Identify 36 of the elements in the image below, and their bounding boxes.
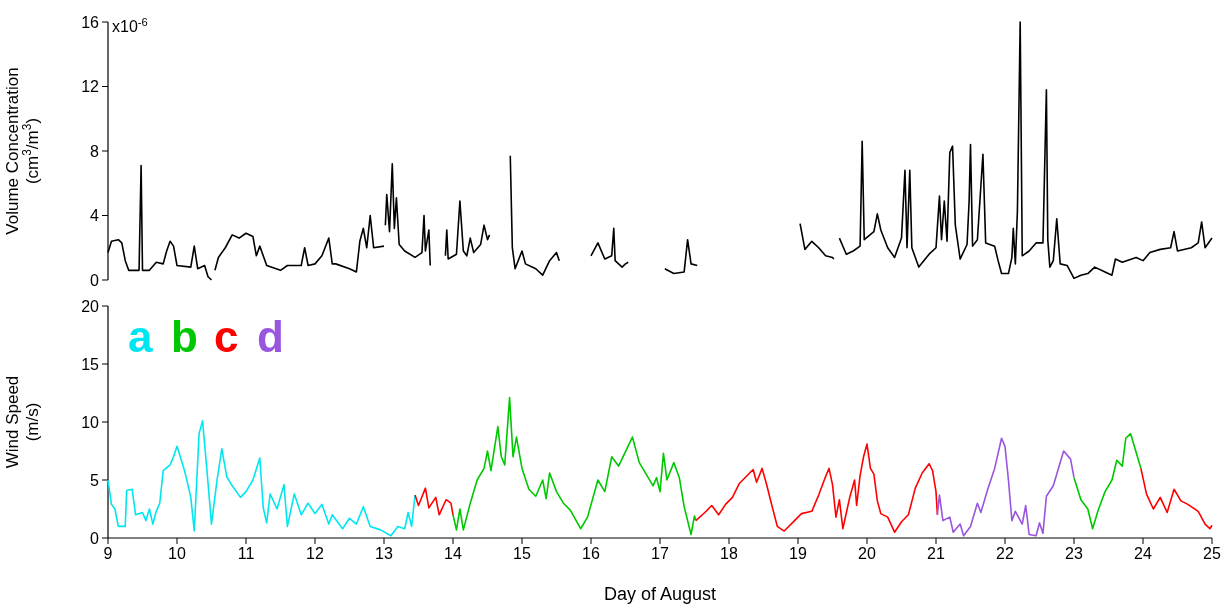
- x-tick-label: 25: [1203, 545, 1221, 562]
- x-tick-label: 23: [1065, 545, 1083, 562]
- x-tick-label: 24: [1134, 545, 1152, 562]
- x-tick-label: 21: [927, 545, 945, 562]
- line-series: [936, 437, 1075, 537]
- x-tick-label: 14: [444, 545, 462, 562]
- x-tick-label: 22: [996, 545, 1014, 562]
- x-tick-label: 19: [789, 545, 807, 562]
- x-tick-label: 9: [103, 545, 113, 562]
- y-tick-label: 16: [81, 13, 100, 31]
- y-tick-label: 4: [90, 207, 100, 225]
- series-label: a: [128, 312, 153, 361]
- y-tick-label: 0: [90, 271, 100, 289]
- x-tick-label: 12: [306, 545, 324, 562]
- y-tick-label: 10: [81, 413, 100, 431]
- x-tick-label: 15: [513, 545, 531, 562]
- x-tick-label: 20: [858, 545, 876, 562]
- y-axis-title: Wind Speed (m/s): [3, 375, 42, 469]
- text: b: [171, 312, 198, 361]
- y-tick-label: 8: [90, 142, 100, 160]
- x-axis-title: Day of August: [603, 584, 717, 604]
- y-tick-label: 0: [90, 529, 100, 547]
- annotation: x10$^{-6}$: [112, 15, 148, 35]
- text: d: [257, 312, 284, 361]
- x-tick-label: 17: [651, 545, 669, 562]
- text: c: [214, 312, 239, 361]
- y-tick-label: 20: [81, 297, 100, 315]
- x-tick-label: 11: [237, 545, 255, 562]
- line-series: [107, 420, 416, 537]
- x-tick-label: 16: [582, 545, 600, 562]
- y-tick-label: 15: [81, 355, 100, 373]
- x-tick-label: 13: [375, 545, 393, 562]
- y-tick-label: 5: [90, 471, 100, 489]
- y-tick-label: 12: [81, 78, 100, 96]
- x-tick-label: 18: [720, 545, 738, 562]
- x-tick-label: 10: [168, 545, 186, 562]
